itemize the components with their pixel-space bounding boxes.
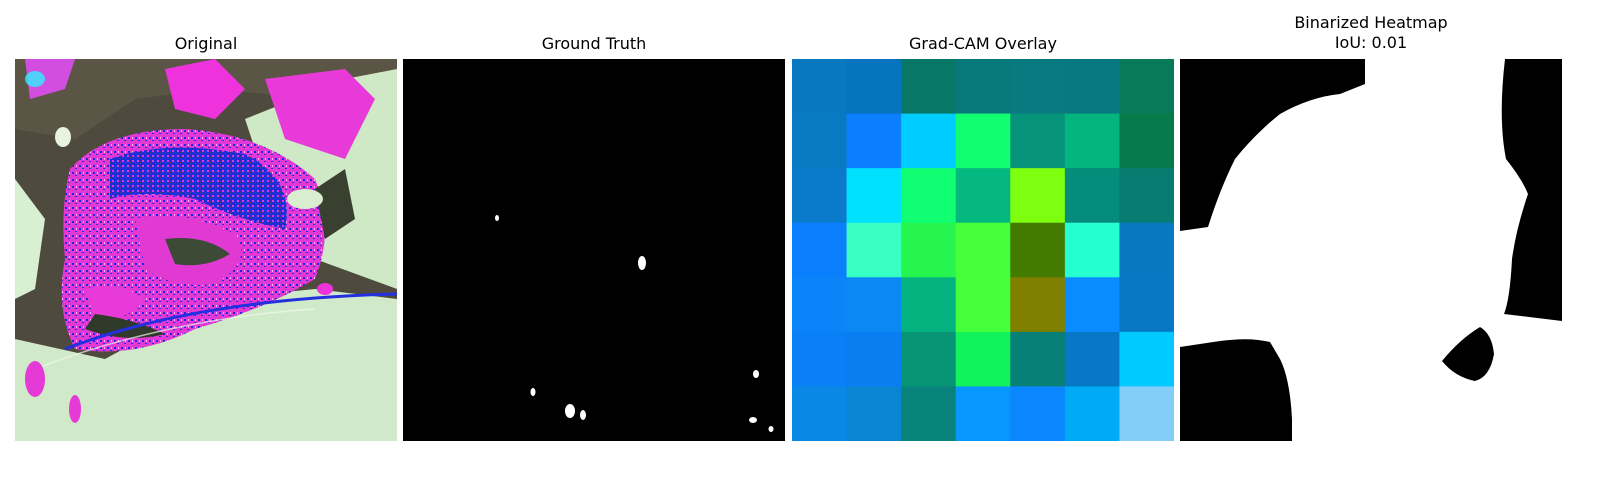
panel-title: Original xyxy=(15,34,397,54)
heatmap-cell xyxy=(792,277,847,332)
heatmap-cell xyxy=(1119,168,1174,223)
heatmap-cell xyxy=(1010,386,1065,441)
heatmap-cell xyxy=(1065,386,1120,441)
heatmap-cell xyxy=(1010,168,1065,223)
heatmap-cell xyxy=(847,59,902,114)
heatmap-cell xyxy=(792,114,847,169)
heatmap-cell xyxy=(1010,59,1065,114)
heatmap-cell xyxy=(901,277,956,332)
heatmap-cell xyxy=(956,168,1011,223)
heatmap-cell xyxy=(1065,223,1120,278)
heatmap-cell xyxy=(1119,386,1174,441)
heatmap-cell xyxy=(956,332,1011,387)
heatmap-cell xyxy=(901,223,956,278)
heatmap-cell xyxy=(1065,114,1120,169)
heatmap-cell xyxy=(1010,277,1065,332)
heatmap-cell xyxy=(956,277,1011,332)
panel-original: Original xyxy=(15,0,397,442)
heatmap-cell xyxy=(792,332,847,387)
panel-gradcam: Grad-CAM Overlay xyxy=(792,0,1174,442)
heatmap-cell xyxy=(901,114,956,169)
mask-image xyxy=(403,59,785,441)
panel-subtitle: IoU: 0.01 xyxy=(1180,33,1562,53)
heatmap-cell xyxy=(1065,332,1120,387)
panel-binarized: Binarized Heatmap IoU: 0.01 xyxy=(1180,0,1562,442)
panel-title: Ground Truth xyxy=(403,34,785,54)
panel-ground-truth: Ground Truth xyxy=(403,0,785,442)
heatmap-cell xyxy=(901,168,956,223)
heatmap-cell xyxy=(847,114,902,169)
leaf-image xyxy=(15,59,397,441)
panel-title: Grad-CAM Overlay xyxy=(792,34,1174,54)
heatmap-cell xyxy=(901,386,956,441)
heatmap-cell xyxy=(792,59,847,114)
heatmap-cell xyxy=(792,223,847,278)
heatmap-cell xyxy=(792,386,847,441)
heatmap-cell xyxy=(1119,114,1174,169)
heatmap-cell xyxy=(1065,168,1120,223)
heatmap-cell xyxy=(901,332,956,387)
heatmap-cell xyxy=(1119,277,1174,332)
heatmap-cell xyxy=(847,332,902,387)
heatmap-cell xyxy=(792,168,847,223)
heatmap-cell xyxy=(1119,59,1174,114)
heatmap-image xyxy=(792,59,1174,441)
heatmap-cell xyxy=(956,114,1011,169)
heatmap-cell xyxy=(956,59,1011,114)
heatmap-cell xyxy=(847,386,902,441)
heatmap-cell xyxy=(847,168,902,223)
heatmap-cell xyxy=(1065,277,1120,332)
heatmap-cell xyxy=(847,277,902,332)
heatmap-cell xyxy=(1010,332,1065,387)
heatmap-cell xyxy=(1065,59,1120,114)
heatmap-cell xyxy=(956,223,1011,278)
heatmap-cell xyxy=(1119,223,1174,278)
heatmap-cell xyxy=(1010,223,1065,278)
heatmap-cell xyxy=(901,59,956,114)
heatmap-cell xyxy=(1119,332,1174,387)
heatmap-cell xyxy=(956,386,1011,441)
panel-title: Binarized Heatmap xyxy=(1180,13,1562,33)
heatmap-cell xyxy=(1010,114,1065,169)
heatmap-cell xyxy=(847,223,902,278)
binary-mask-image xyxy=(1180,59,1562,441)
